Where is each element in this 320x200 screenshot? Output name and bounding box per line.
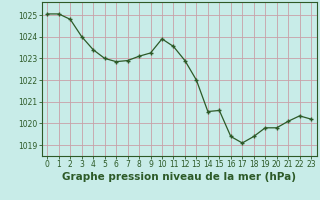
X-axis label: Graphe pression niveau de la mer (hPa): Graphe pression niveau de la mer (hPa) xyxy=(62,172,296,182)
